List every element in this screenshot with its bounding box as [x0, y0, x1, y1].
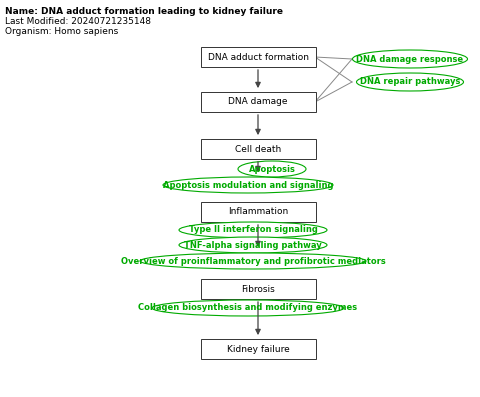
Ellipse shape — [179, 222, 327, 238]
Text: Apoptosis modulation and signaling: Apoptosis modulation and signaling — [163, 181, 333, 189]
Text: Last Modified: 20240721235148: Last Modified: 20240721235148 — [5, 17, 151, 26]
Text: TNF-alpha signaling pathway: TNF-alpha signaling pathway — [184, 241, 322, 249]
FancyBboxPatch shape — [201, 139, 315, 159]
FancyBboxPatch shape — [201, 202, 315, 222]
Text: DNA adduct formation: DNA adduct formation — [207, 52, 309, 62]
Text: Type II interferon signaling: Type II interferon signaling — [189, 225, 317, 235]
Text: Cell death: Cell death — [235, 145, 281, 154]
Text: Overview of proinflammatory and profibrotic mediators: Overview of proinflammatory and profibro… — [120, 256, 385, 266]
Ellipse shape — [238, 161, 306, 177]
FancyBboxPatch shape — [201, 279, 315, 299]
Ellipse shape — [179, 237, 327, 253]
Ellipse shape — [140, 253, 366, 269]
Text: DNA damage response: DNA damage response — [357, 54, 464, 64]
Ellipse shape — [357, 73, 464, 91]
Text: Inflammation: Inflammation — [228, 208, 288, 216]
Text: Collagen biosynthesis and modifying enzymes: Collagen biosynthesis and modifying enzy… — [138, 303, 358, 312]
Ellipse shape — [163, 177, 333, 193]
Text: DNA damage: DNA damage — [228, 98, 288, 106]
Text: DNA repair pathways: DNA repair pathways — [360, 77, 460, 87]
Text: Name: DNA adduct formation leading to kidney failure: Name: DNA adduct formation leading to ki… — [5, 7, 283, 16]
Text: Kidney failure: Kidney failure — [227, 345, 289, 353]
FancyBboxPatch shape — [201, 92, 315, 112]
Ellipse shape — [152, 300, 344, 316]
Text: Fibrosis: Fibrosis — [241, 285, 275, 293]
Text: Apoptosis: Apoptosis — [249, 164, 295, 173]
Ellipse shape — [352, 50, 468, 68]
FancyBboxPatch shape — [201, 339, 315, 359]
FancyBboxPatch shape — [201, 47, 315, 67]
Text: Organism: Homo sapiens: Organism: Homo sapiens — [5, 27, 118, 36]
